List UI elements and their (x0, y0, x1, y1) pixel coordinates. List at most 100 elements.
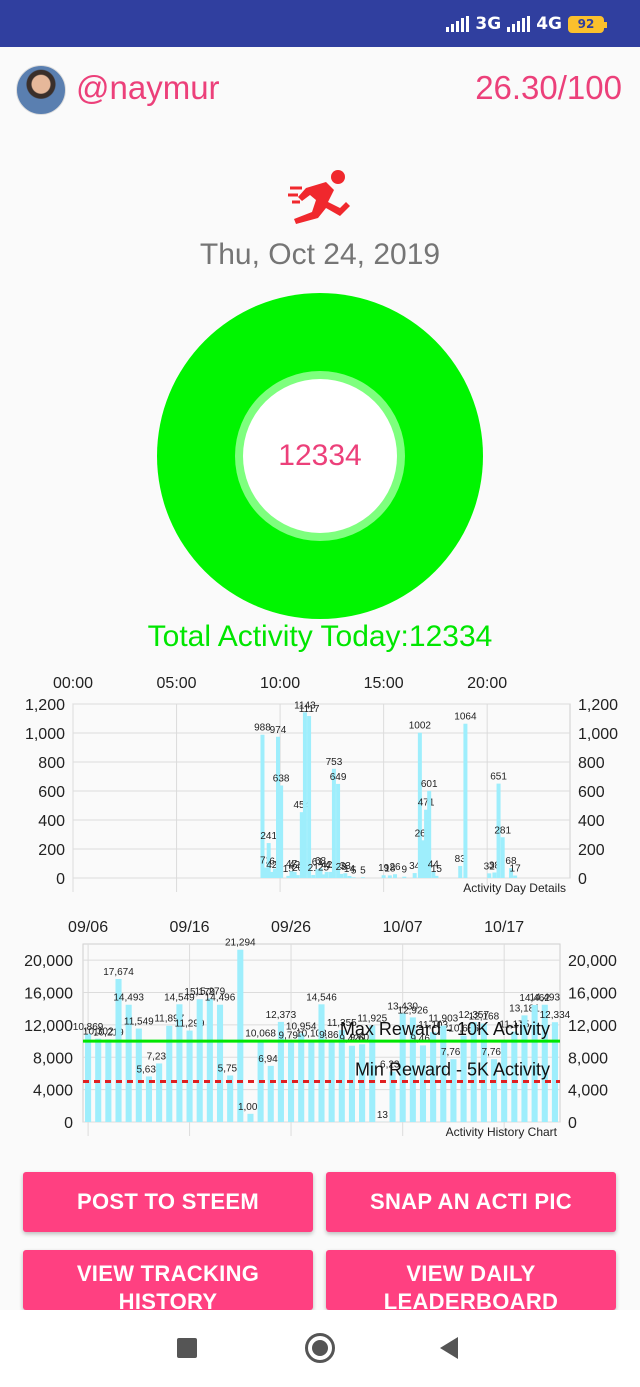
day-y-tick-left: 400 (38, 813, 65, 830)
day-bar (431, 871, 436, 878)
history-bar-label: 12,373 (266, 1010, 297, 1021)
day-y-tick-right: 800 (578, 755, 605, 772)
history-x-tick: 10/17 (484, 919, 524, 936)
network-2-label: 4G (536, 14, 562, 34)
history-bar-label: 14,493 (113, 993, 144, 1004)
history-y-tick-right: 12,000 (568, 1018, 617, 1035)
history-bar (338, 1030, 345, 1122)
history-bar (156, 1063, 163, 1122)
day-y-tick-right: 1,200 (578, 697, 618, 714)
post-to-steem-button[interactable]: POST TO STEEM (23, 1172, 313, 1232)
avatar[interactable] (16, 65, 66, 115)
status-bar: 3G 4G 92 (0, 0, 640, 47)
history-bar (521, 1015, 528, 1122)
day-bar-label: 5 (351, 865, 357, 876)
history-bar (176, 1004, 183, 1122)
history-bar (419, 1045, 427, 1122)
navigation-bar (0, 1310, 640, 1387)
day-bar (420, 840, 425, 878)
signal-icon (446, 16, 470, 32)
day-bar-label: 281 (494, 825, 511, 836)
day-bar (328, 871, 333, 878)
history-y-tick-right: 4,000 (568, 1083, 608, 1100)
runner-icon (288, 170, 350, 224)
day-bar (263, 867, 268, 878)
day-bar (496, 783, 501, 878)
username: @naymur (76, 69, 220, 106)
status-icons: 3G 4G 92 (446, 14, 607, 34)
history-bar-label: 13,181 (509, 1003, 540, 1014)
history-bar (308, 1040, 315, 1122)
history-bar (490, 1059, 498, 1122)
day-bar (427, 790, 432, 878)
history-bar-label: 6,940 (258, 1054, 283, 1065)
day-bar (339, 873, 344, 878)
history-bar-label: 21,294 (225, 938, 256, 949)
history-bar-label: 9,798 (279, 1031, 304, 1042)
day-bar (360, 877, 365, 878)
activity-history-chart-svg: 0 0 4,000 4,000 8,000 8,000 12,000 12,000 16,000… (24, 919, 617, 1139)
history-bar (541, 1004, 548, 1122)
history-bar-label: 10,219 (93, 1027, 124, 1038)
day-bar-label: 601 (421, 779, 438, 790)
history-bar-label: 10,302 (83, 1027, 114, 1038)
history-bar-label: 14,462 (519, 993, 550, 1004)
day-bar-label: 1143 (294, 700, 316, 711)
signal-icon-2 (507, 16, 531, 32)
day-bar (321, 874, 326, 878)
profile-header: @naymur 26.30/100 (0, 47, 640, 135)
history-bar-label: 14,549 (164, 992, 195, 1003)
history-bar-label: 12,926 (398, 1005, 429, 1016)
history-bar-label: 11,355 (327, 1018, 357, 1029)
day-y-tick-left: 800 (38, 755, 65, 772)
day-y-tick-right: 600 (578, 784, 605, 801)
battery-icon: 92 (568, 15, 607, 33)
day-bar-label: 20 (292, 863, 304, 874)
snap-activity-pic-button[interactable]: SNAP AN ACTI PIC (326, 1172, 616, 1232)
day-bar (412, 873, 417, 878)
view-tracking-history-button[interactable]: VIEW TRACKING HISTORY (23, 1250, 313, 1310)
day-bar (315, 869, 320, 878)
day-bar-label: 15 (283, 864, 295, 875)
activity-ring-inner: 12334 (235, 371, 405, 541)
day-bar-label: 471 (418, 798, 435, 809)
history-bar-label: 7,238 (147, 1051, 172, 1062)
activity-day-chart: 0 0 200 200 400 400 600 600 800 800 1,000 1,000 1,20… (0, 668, 640, 900)
history-bar (551, 1022, 558, 1122)
history-bar (227, 1075, 234, 1122)
day-bar-label: 64 (269, 857, 281, 868)
day-bar-label: 15 (431, 864, 443, 875)
history-bar (369, 1025, 376, 1122)
day-y-tick-right: 1,000 (578, 726, 618, 743)
recents-icon[interactable] (177, 1338, 197, 1358)
day-bar-label: 649 (330, 772, 347, 783)
history-bar-label: 9,862 (319, 1030, 344, 1041)
day-y-tick-left: 1,000 (25, 726, 65, 743)
back-icon[interactable] (440, 1337, 458, 1359)
history-bar-label: 6,233 (380, 1060, 405, 1071)
history-bar-label: 11,903 (428, 1014, 458, 1025)
home-icon[interactable] (305, 1333, 335, 1363)
day-bar-label: 19 (378, 863, 390, 874)
day-bar-label: 42 (321, 860, 333, 871)
day-bar (343, 873, 348, 878)
day-bar (381, 875, 386, 878)
day-bar (463, 723, 468, 878)
day-bar (351, 877, 356, 878)
history-bar-label: 7,763 (441, 1047, 466, 1058)
view-daily-leaderboard-button[interactable]: VIEW DAILY LEADERBOARD (326, 1250, 616, 1310)
day-bar-label: 753 (326, 757, 343, 768)
day-bar-label: 61 (312, 857, 324, 868)
history-bar (318, 1004, 325, 1122)
day-x-tick: 05:00 (157, 675, 197, 692)
history-y-tick-right: 0 (568, 1115, 577, 1132)
day-bar-label: 638 (273, 773, 290, 784)
history-bar-label: 14,493 (529, 993, 560, 1004)
day-bar-label: 260 (415, 828, 432, 839)
day-x-tick: 10:00 (260, 675, 300, 692)
history-bar (460, 1035, 467, 1122)
day-bar-label: 17 (510, 864, 522, 875)
history-y-tick-left: 0 (64, 1115, 73, 1132)
history-bar (480, 1023, 487, 1122)
day-bar-label: 988 (254, 723, 271, 734)
